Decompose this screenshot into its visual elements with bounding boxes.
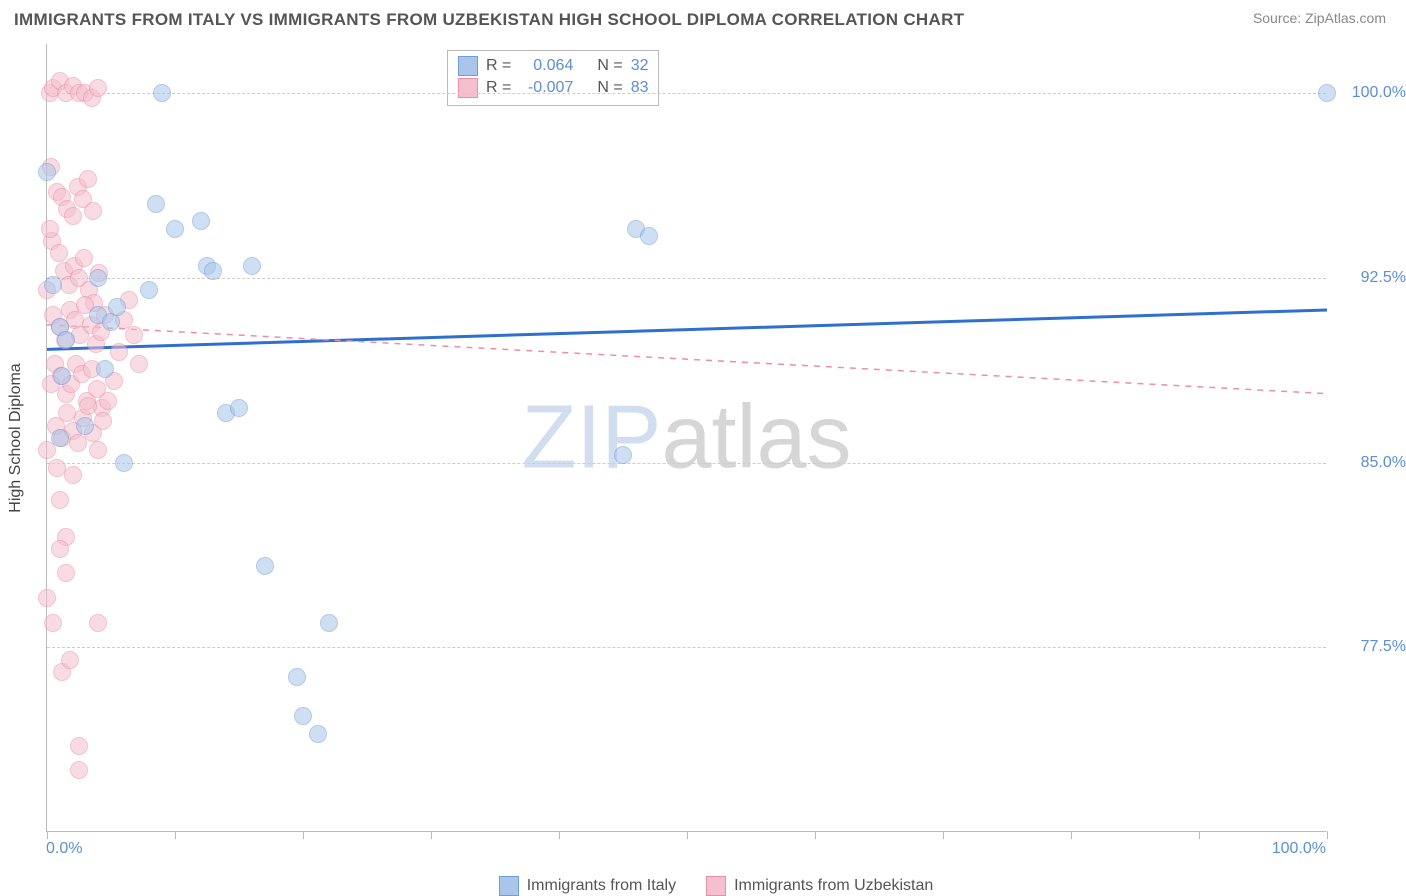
gridline: [47, 463, 1326, 464]
data-point: [320, 614, 338, 632]
data-point: [108, 298, 126, 316]
plot-container: High School Diploma ZIPatlas R = 0.064 N…: [46, 44, 1386, 832]
data-point: [38, 589, 56, 607]
data-point: [79, 397, 97, 415]
x-tick: [687, 831, 688, 839]
data-point: [53, 367, 71, 385]
x-tick: [559, 831, 560, 839]
x-tick: [1071, 831, 1072, 839]
legend-row-uzbekistan: R = -0.007 N = 83: [458, 77, 648, 99]
source-attribution: Source: ZipAtlas.com: [1253, 10, 1386, 26]
series-legend: Immigrants from Italy Immigrants from Uz…: [46, 876, 1386, 896]
data-point: [48, 459, 66, 477]
x-axis-min-label: 0.0%: [46, 840, 82, 858]
y-tick-label: 100.0%: [1336, 84, 1406, 102]
legend-row-italy: R = 0.064 N = 32: [458, 55, 648, 77]
data-point: [614, 446, 632, 464]
swatch-italy: [458, 56, 478, 76]
data-point: [96, 360, 114, 378]
x-tick: [47, 831, 48, 839]
data-point: [51, 540, 69, 558]
data-point: [89, 269, 107, 287]
data-point: [64, 466, 82, 484]
data-point: [288, 668, 306, 686]
data-point: [640, 227, 658, 245]
data-point: [61, 651, 79, 669]
data-point: [70, 761, 88, 779]
y-tick-label: 85.0%: [1336, 454, 1406, 472]
trend-line: [47, 325, 1327, 394]
watermark: ZIPatlas: [521, 386, 851, 489]
data-point: [243, 257, 261, 275]
data-point: [115, 454, 133, 472]
data-point: [44, 276, 62, 294]
x-tick: [175, 831, 176, 839]
data-point: [140, 281, 158, 299]
legend-item-uzbekistan: Immigrants from Uzbekistan: [706, 876, 933, 896]
data-point: [84, 202, 102, 220]
data-point: [1318, 84, 1336, 102]
data-point: [51, 491, 69, 509]
data-point: [230, 399, 248, 417]
data-point: [94, 412, 112, 430]
data-point: [57, 564, 75, 582]
data-point: [41, 220, 59, 238]
gridline: [47, 278, 1326, 279]
x-tick: [1327, 831, 1328, 839]
data-point: [294, 707, 312, 725]
trend-lines: [47, 44, 1327, 832]
data-point: [57, 331, 75, 349]
data-point: [50, 244, 68, 262]
chart-title: IMMIGRANTS FROM ITALY VS IMMIGRANTS FROM…: [14, 10, 964, 30]
n-value-uzbekistan: 83: [631, 77, 649, 99]
data-point: [89, 614, 107, 632]
x-tick: [943, 831, 944, 839]
x-tick: [815, 831, 816, 839]
data-point: [70, 737, 88, 755]
data-point: [166, 220, 184, 238]
data-point: [89, 441, 107, 459]
gridline: [47, 647, 1326, 648]
swatch-uzbekistan: [458, 78, 478, 98]
data-point: [192, 212, 210, 230]
x-tick: [431, 831, 432, 839]
plot-area: ZIPatlas R = 0.064 N = 32 R = -0.007 N =…: [46, 44, 1326, 832]
data-point: [110, 343, 128, 361]
n-value-italy: 32: [631, 55, 649, 77]
legend-item-italy: Immigrants from Italy: [499, 876, 676, 896]
r-value-uzbekistan: -0.007: [519, 77, 573, 99]
data-point: [75, 249, 93, 267]
data-point: [89, 79, 107, 97]
trend-line: [47, 310, 1327, 349]
data-point: [99, 392, 117, 410]
data-point: [130, 355, 148, 373]
data-point: [64, 207, 82, 225]
r-value-italy: 0.064: [519, 55, 573, 77]
swatch-uzbekistan-icon: [706, 876, 726, 896]
data-point: [44, 614, 62, 632]
swatch-italy-icon: [499, 876, 519, 896]
x-tick: [1199, 831, 1200, 839]
correlation-legend: R = 0.064 N = 32 R = -0.007 N = 83: [447, 50, 659, 106]
data-point: [147, 195, 165, 213]
data-point: [79, 170, 97, 188]
data-point: [309, 725, 327, 743]
y-tick-label: 77.5%: [1336, 638, 1406, 656]
y-axis-label: High School Diploma: [7, 363, 25, 512]
data-point: [51, 429, 69, 447]
data-point: [38, 163, 56, 181]
gridline: [47, 93, 1326, 94]
data-point: [125, 326, 143, 344]
x-tick: [303, 831, 304, 839]
data-point: [256, 557, 274, 575]
data-point: [204, 262, 222, 280]
source-link[interactable]: ZipAtlas.com: [1305, 10, 1386, 26]
y-tick-label: 92.5%: [1336, 269, 1406, 287]
x-axis-max-label: 100.0%: [1272, 840, 1326, 858]
data-point: [153, 84, 171, 102]
data-point: [76, 417, 94, 435]
